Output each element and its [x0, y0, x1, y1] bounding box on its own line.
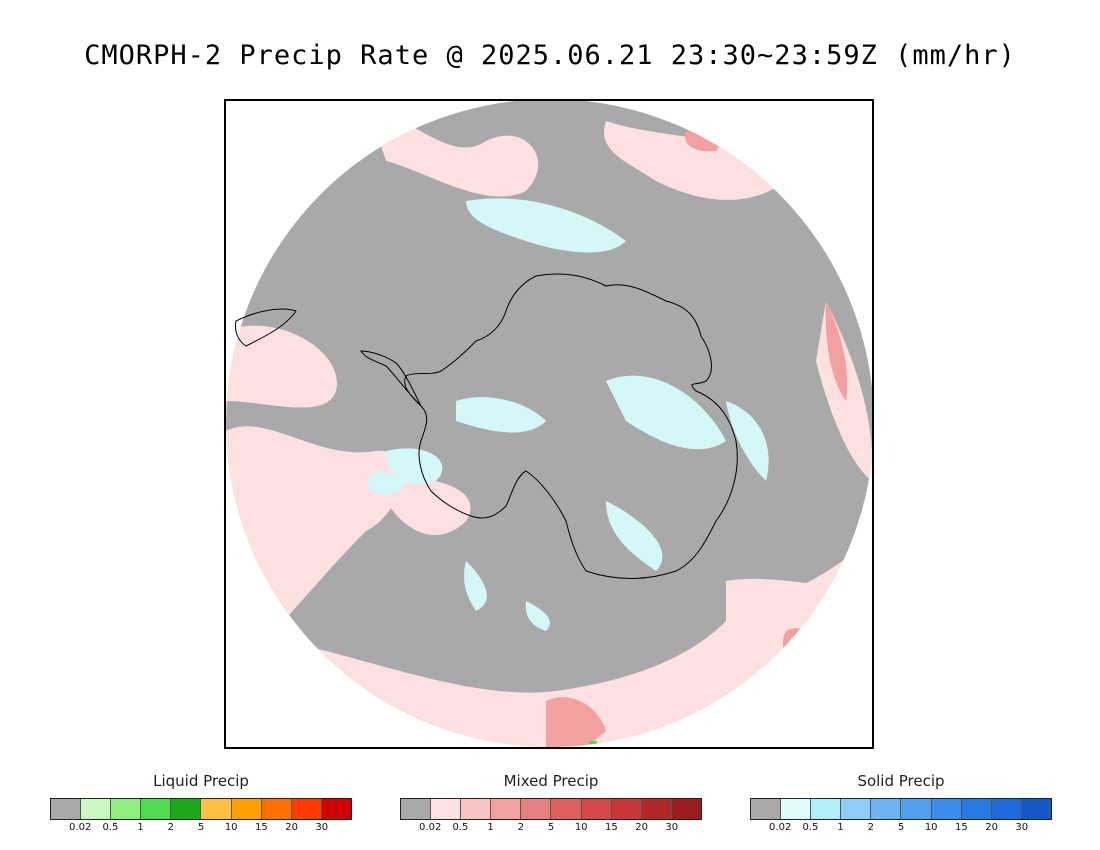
- mixed-tick-label: 15: [605, 822, 618, 833]
- trace-precip-area: [226, 101, 872, 747]
- legend-liquid-swatches: [50, 798, 352, 820]
- solid-swatch-8: [991, 799, 1022, 819]
- mixed-tick-label: 10: [574, 822, 588, 833]
- solid-tick-label: 0.02: [769, 822, 792, 833]
- solid-tick-label: 1: [837, 822, 844, 833]
- liquid-swatch-4: [171, 799, 202, 819]
- precip-field: [226, 101, 872, 747]
- polar-map-svg: [226, 101, 872, 747]
- liquid-tick-label: 0.5: [102, 822, 119, 833]
- mixed-swatch-5: [551, 799, 582, 819]
- liquid-swatch-6: [231, 799, 262, 819]
- liquid-swatch-3: [141, 799, 172, 819]
- liquid-precip-speck: [589, 741, 597, 747]
- solid-swatch-7: [961, 799, 992, 819]
- antarctica-coastline: [404, 273, 738, 579]
- solid-swatch-5: [901, 799, 932, 819]
- mixed-swatch-4: [521, 799, 552, 819]
- solid-tick-label: 30: [1015, 822, 1029, 833]
- mixed-swatch-6: [581, 799, 612, 819]
- solid-tick-label: 10: [924, 822, 938, 833]
- liquid-tick-label: 5: [197, 822, 205, 833]
- legend-mixed-swatches: [400, 798, 702, 820]
- liquid-swatch-8: [291, 799, 322, 819]
- solid-tick-label: 5: [897, 822, 905, 833]
- mixed-tick-label: 30: [665, 822, 679, 833]
- mixed-swatch-8: [641, 799, 672, 819]
- legend-mixed: Mixed Precip 0.02 0.5 1 2 5 10 15 20 30: [400, 772, 702, 838]
- solid-swatch-3: [841, 799, 872, 819]
- legend-liquid-ticks: 0.02 0.5 1 2 5 10 15 20 30: [50, 822, 352, 838]
- map-title: CMORPH-2 Precip Rate @ 2025.06.21 23:30~…: [84, 40, 1016, 71]
- liquid-swatch-2: [111, 799, 142, 819]
- solid-tick-label: 20: [985, 822, 998, 833]
- antarctic-peninsula-coastline: [360, 350, 422, 407]
- liquid-tick-label: 10: [224, 822, 238, 833]
- mixed-swatch-7: [611, 799, 642, 819]
- legend-solid: Solid Precip 0.02 0.5 1 2 5 10 15 20 30: [750, 772, 1052, 838]
- liquid-tick-label: 2: [167, 822, 174, 833]
- legend-mixed-ticks: 0.02 0.5 1 2 5 10 15 20 30: [400, 822, 702, 838]
- solid-precip-areas: [367, 198, 769, 631]
- liquid-swatch-1: [81, 799, 112, 819]
- solid-tick-label: 15: [955, 822, 968, 833]
- mixed-swatch-1: [431, 799, 462, 819]
- precip-map: [224, 99, 874, 749]
- legend-liquid: Liquid Precip 0.02 0.5 1 2 5 10 15 20 30: [50, 772, 352, 838]
- solid-swatch-6: [931, 799, 962, 819]
- mixed-tick-label: 20: [635, 822, 648, 833]
- legend-solid-ticks: 0.02 0.5 1 2 5 10 15 20 30: [750, 822, 1052, 838]
- liquid-tick-label: 30: [315, 822, 329, 833]
- mixed-swatch-2: [461, 799, 492, 819]
- mixed-swatch-0: [401, 799, 432, 819]
- solid-swatch-9: [1021, 799, 1051, 819]
- mixed-tick-label: 5: [547, 822, 555, 833]
- solid-swatch-2: [811, 799, 842, 819]
- solid-tick-label: 2: [867, 822, 874, 833]
- south-america-coastline: [235, 308, 297, 347]
- liquid-swatch-0: [51, 799, 82, 819]
- legend-solid-swatches: [750, 798, 1052, 820]
- mixed-tick-label: 1: [487, 822, 494, 833]
- liquid-swatch-7: [261, 799, 292, 819]
- liquid-swatch-9: [321, 799, 351, 819]
- solid-swatch-4: [871, 799, 902, 819]
- liquid-swatch-5: [201, 799, 232, 819]
- solid-swatch-0: [751, 799, 782, 819]
- mixed-tick-label: 0.02: [419, 822, 442, 833]
- mixed-tick-label: 2: [517, 822, 524, 833]
- liquid-tick-label: 0.02: [69, 822, 92, 833]
- liquid-tick-label: 1: [137, 822, 144, 833]
- solid-tick-label: 0.5: [802, 822, 819, 833]
- mixed-swatch-9: [671, 799, 701, 819]
- mixed-tick-label: 0.5: [452, 822, 469, 833]
- liquid-tick-label: 20: [285, 822, 298, 833]
- liquid-tick-label: 15: [255, 822, 268, 833]
- legend-liquid-title: Liquid Precip: [153, 772, 249, 790]
- legend-mixed-title: Mixed Precip: [503, 772, 599, 790]
- legend-solid-title: Solid Precip: [857, 772, 945, 790]
- solid-swatch-1: [781, 799, 812, 819]
- mixed-swatch-3: [491, 799, 522, 819]
